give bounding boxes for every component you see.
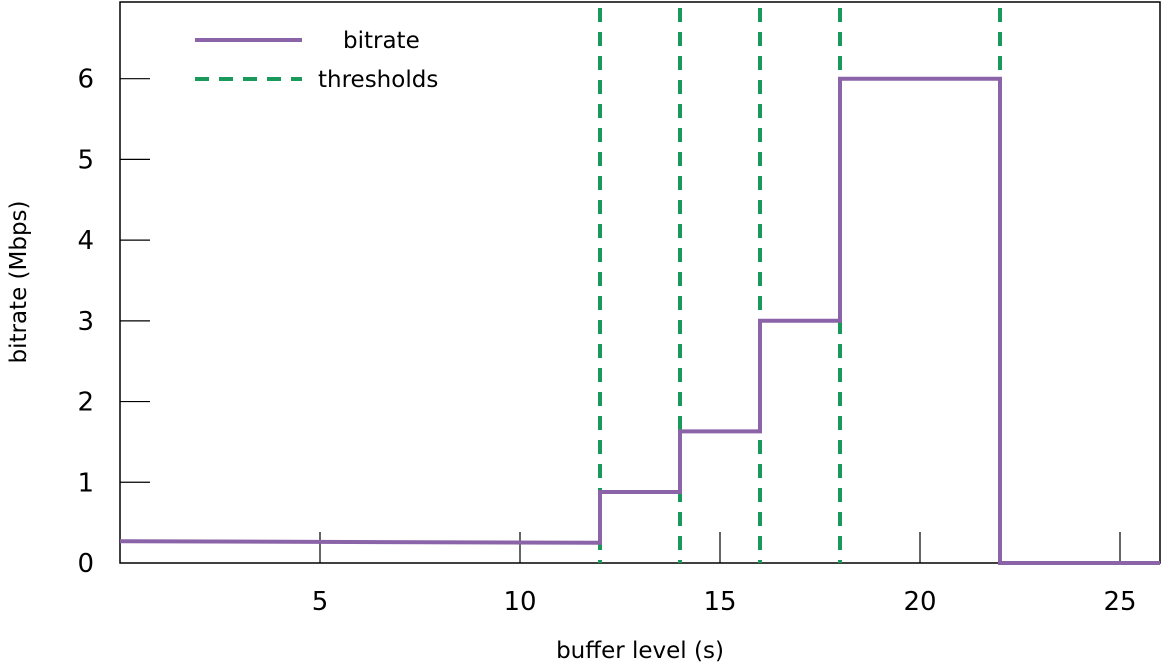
legend-label-thresholds: thresholds xyxy=(318,67,438,93)
axis-ticks xyxy=(120,78,1121,563)
plot-frame xyxy=(119,1,1161,564)
x-tick-label: 15 xyxy=(703,587,736,617)
legend: bitrate thresholds xyxy=(195,28,438,93)
tick-labels: 5 10 15 20 25 0 1 2 3 4 5 6 xyxy=(77,65,1136,617)
bitrate-series xyxy=(119,76,1160,565)
y-tick-label: 0 xyxy=(77,549,94,579)
y-tick-label: 2 xyxy=(77,388,94,418)
x-tick-label: 5 xyxy=(312,587,329,617)
y-tick-label: 6 xyxy=(77,65,94,95)
x-tick-label: 20 xyxy=(903,587,936,617)
y-tick-label: 4 xyxy=(77,226,94,256)
y-tick-label: 1 xyxy=(77,468,94,498)
x-tick-label: 10 xyxy=(503,587,536,617)
y-axis-label: bitrate (Mbps) xyxy=(6,200,32,363)
threshold-lines xyxy=(598,8,1002,563)
bitrate-line xyxy=(119,76,1160,565)
x-tick-label: 25 xyxy=(1103,587,1136,617)
y-tick-label: 3 xyxy=(77,307,94,337)
y-tick-label: 5 xyxy=(77,145,94,175)
legend-label-bitrate: bitrate xyxy=(343,28,420,54)
x-axis-label: buffer level (s) xyxy=(556,638,724,663)
